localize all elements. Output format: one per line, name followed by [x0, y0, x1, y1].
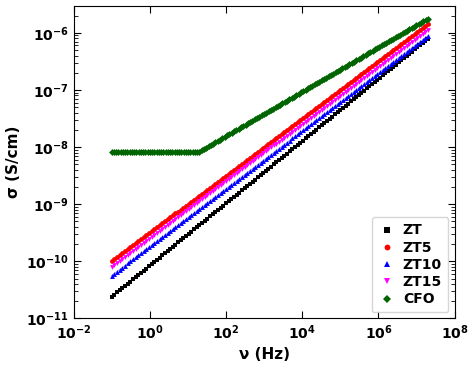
CFO	[109, 149, 115, 154]
ZT	[359, 91, 365, 95]
ZT15	[327, 102, 332, 106]
ZT10	[175, 223, 181, 227]
ZT5	[109, 259, 115, 263]
ZT15	[194, 201, 200, 205]
Line: ZT: ZT	[109, 36, 430, 299]
ZT10	[194, 209, 200, 213]
Line: ZT5: ZT5	[109, 22, 430, 264]
ZT5	[359, 72, 365, 76]
ZT15	[359, 78, 365, 82]
Legend: ZT, ZT5, ZT10, ZT15, CFO: ZT, ZT5, ZT10, ZT15, CFO	[372, 217, 448, 312]
ZT15	[425, 28, 431, 32]
ZT10	[327, 108, 332, 113]
CFO	[113, 149, 119, 154]
X-axis label: ν (Hz): ν (Hz)	[238, 347, 290, 362]
Line: ZT15: ZT15	[109, 28, 430, 269]
ZT10	[109, 273, 115, 278]
Line: ZT10: ZT10	[109, 33, 430, 278]
ZT10	[425, 33, 431, 38]
CFO	[418, 20, 424, 25]
ZT	[414, 45, 420, 49]
ZT	[425, 36, 431, 41]
ZT5	[327, 96, 332, 100]
CFO	[287, 97, 292, 102]
ZT15	[284, 133, 290, 138]
ZT10	[284, 140, 290, 145]
ZT	[175, 240, 181, 245]
CFO	[111, 149, 117, 154]
ZT15	[175, 215, 181, 219]
ZT10	[359, 84, 365, 88]
CFO	[273, 105, 278, 109]
CFO	[425, 16, 431, 21]
ZT5	[414, 30, 420, 35]
ZT5	[194, 195, 200, 200]
Line: CFO: CFO	[109, 16, 430, 154]
ZT15	[109, 265, 115, 269]
ZT10	[414, 42, 420, 46]
Y-axis label: σ (S/cm): σ (S/cm)	[6, 126, 20, 198]
ZT5	[284, 128, 290, 132]
ZT	[327, 117, 332, 121]
ZT	[194, 225, 200, 230]
CFO	[310, 84, 315, 88]
ZT	[109, 294, 115, 299]
ZT	[284, 151, 290, 156]
ZT5	[425, 22, 431, 26]
ZT5	[175, 209, 181, 214]
ZT15	[414, 36, 420, 40]
